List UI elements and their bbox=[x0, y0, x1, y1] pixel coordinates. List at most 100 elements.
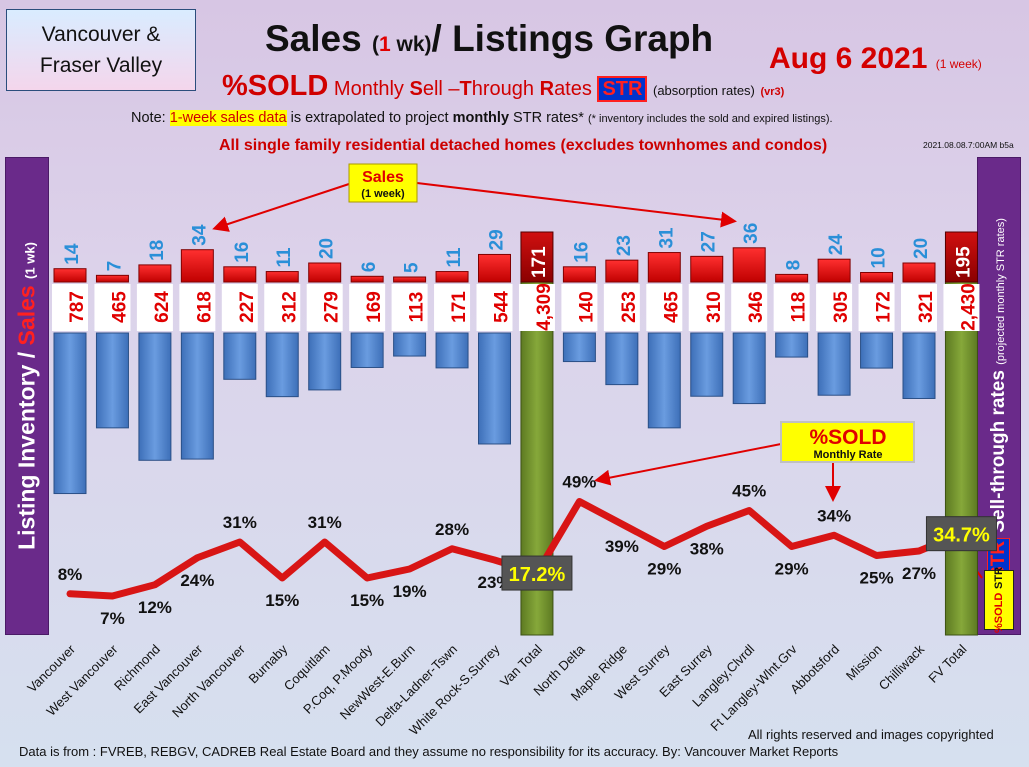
inventory-bar-6 bbox=[308, 332, 342, 391]
inventory-label-box-15 bbox=[688, 284, 725, 331]
title-rest: / Listings Graph bbox=[431, 18, 714, 59]
inventory-bar-12 bbox=[562, 332, 596, 363]
inventory-label-20: 321 bbox=[916, 291, 937, 323]
str-badge: STR bbox=[597, 76, 648, 102]
sales-arrow-right bbox=[416, 182, 737, 228]
inventory-label-2: 624 bbox=[152, 291, 173, 323]
pct-label-2: 12% bbox=[138, 598, 172, 617]
copyright: All rights reserved and images copyright… bbox=[748, 727, 994, 742]
sales-bar-1 bbox=[95, 274, 129, 283]
inventory-bar-9 bbox=[435, 332, 469, 369]
sales-bar-10 bbox=[478, 253, 511, 283]
sales-label-10: 29 bbox=[487, 229, 508, 250]
inventory-label-0: 787 bbox=[67, 291, 88, 323]
sales-bar-5 bbox=[265, 271, 299, 283]
subtitle-sold: %SOLD bbox=[222, 70, 329, 102]
sales-bar-13 bbox=[605, 259, 639, 283]
sales-bar-9 bbox=[435, 271, 469, 283]
sales-label-6: 20 bbox=[317, 238, 338, 259]
pct-label-1: 7% bbox=[100, 609, 125, 628]
sales-label-20: 20 bbox=[911, 238, 932, 259]
sales-bar-8 bbox=[393, 276, 427, 283]
sales-label-21: 195 bbox=[953, 246, 974, 278]
inventory-label-9: 171 bbox=[449, 291, 470, 323]
title-wk: wk) bbox=[390, 33, 432, 56]
left-axis-band bbox=[5, 157, 49, 635]
date-label: Aug 6 2021 (1 week) bbox=[769, 42, 982, 76]
sold-arrow-left bbox=[594, 443, 782, 486]
note: Note: 1-week sales data is extrapolated … bbox=[131, 110, 833, 126]
title-sales: Sales bbox=[265, 18, 362, 59]
inventory-label-box-3 bbox=[179, 284, 216, 331]
pct-label-16: 45% bbox=[732, 482, 766, 501]
sales-label-0: 14 bbox=[62, 243, 83, 265]
subtitle: %SOLD Monthly Sell –Through Rates STR (a… bbox=[222, 70, 785, 102]
pct-label-4: 31% bbox=[223, 513, 257, 532]
sold-line-van bbox=[66, 538, 541, 600]
inventory-label-7: 169 bbox=[364, 291, 385, 323]
inventory-label-box-20 bbox=[901, 284, 937, 331]
inventory-bar-10 bbox=[478, 332, 511, 445]
total-bar-21 bbox=[944, 281, 978, 636]
inventory-label-3: 618 bbox=[194, 291, 215, 323]
total-pct-box-11 bbox=[501, 555, 573, 591]
inventory-label-4: 227 bbox=[237, 291, 258, 323]
title-paren: (1 wk) bbox=[371, 33, 432, 56]
pct-label-18: 34% bbox=[817, 506, 851, 525]
sales-bar-15 bbox=[690, 255, 724, 283]
sales-bar-16 bbox=[732, 247, 766, 283]
inventory-label-box-13 bbox=[603, 284, 640, 331]
region-box: Vancouver & Fraser Valley bbox=[6, 9, 196, 91]
inventory-bar-14 bbox=[647, 332, 681, 429]
category-label-19: Mission bbox=[843, 642, 885, 684]
inventory-bar-7 bbox=[350, 332, 384, 368]
total-pct-box-21 bbox=[925, 516, 997, 552]
sales-label-3: 34 bbox=[189, 224, 210, 246]
sales-bar-17 bbox=[775, 273, 809, 283]
inventory-label-16: 346 bbox=[746, 291, 767, 323]
inventory-label-12: 140 bbox=[576, 291, 597, 323]
inventory-label-box-17 bbox=[773, 284, 810, 331]
timestamp: 2021.08.08.7:00AM b5a bbox=[923, 140, 1014, 150]
sales-bar-18 bbox=[817, 258, 851, 283]
sales-label-19: 10 bbox=[869, 247, 890, 268]
inventory-label-box-5 bbox=[264, 284, 301, 331]
sold-line-fv bbox=[533, 498, 965, 577]
pct-label-21: 34.7% bbox=[933, 525, 990, 547]
homes-note: All single family residential detached h… bbox=[219, 137, 828, 154]
sales-label-4: 16 bbox=[232, 242, 253, 263]
region-line2: Fraser Valley bbox=[39, 54, 163, 77]
inventory-label-box-11 bbox=[518, 284, 555, 331]
sales-bar-11 bbox=[520, 231, 554, 283]
inventory-label-8: 113 bbox=[407, 292, 428, 323]
inventory-label-6: 279 bbox=[322, 291, 343, 323]
title-one: 1 bbox=[378, 33, 391, 56]
sales-label-13: 23 bbox=[614, 235, 635, 256]
pct-label-14: 29% bbox=[647, 560, 681, 579]
category-label-20: Chilliwack bbox=[876, 641, 928, 693]
inventory-label-15: 310 bbox=[704, 291, 725, 323]
sales-bar-3 bbox=[180, 249, 214, 283]
inventory-label-box-18 bbox=[816, 284, 853, 331]
pct-label-20: 27% bbox=[902, 564, 936, 583]
sales-label-11: 171 bbox=[529, 246, 550, 278]
inventory-label-18: 305 bbox=[831, 291, 852, 323]
pct-label-15: 38% bbox=[690, 539, 724, 558]
category-label-21: FV Total bbox=[925, 641, 969, 685]
inventory-label-13: 253 bbox=[619, 291, 640, 323]
region-line1: Vancouver & bbox=[41, 23, 161, 46]
pct-label-8: 19% bbox=[393, 582, 427, 601]
pct-label-12: 49% bbox=[562, 473, 596, 492]
inventory-bar-19 bbox=[860, 332, 894, 369]
sales-label-7: 6 bbox=[359, 262, 380, 273]
inventory-label-box-12 bbox=[561, 284, 598, 331]
sold-callout-title: %SOLD bbox=[809, 426, 886, 449]
sales-label-16: 36 bbox=[741, 223, 762, 244]
inventory-label-box-14 bbox=[646, 284, 683, 331]
inventory-bar-1 bbox=[95, 332, 129, 429]
sales-label-12: 16 bbox=[571, 242, 592, 263]
pct-label-7: 15% bbox=[350, 591, 384, 610]
sold-callout bbox=[780, 421, 915, 463]
subtitle-absorption: (absorption rates) bbox=[653, 83, 755, 98]
